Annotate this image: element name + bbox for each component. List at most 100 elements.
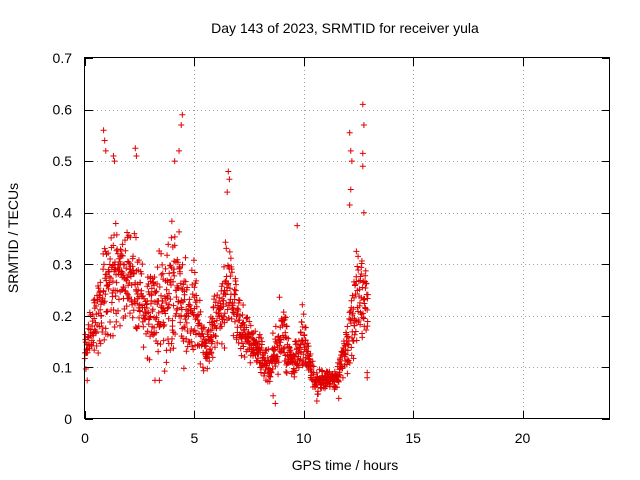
data-point	[199, 364, 206, 371]
data-point	[147, 313, 154, 320]
data-point	[159, 261, 166, 268]
data-point	[201, 324, 208, 331]
data-point	[131, 230, 138, 237]
data-point	[197, 308, 204, 315]
data-point	[172, 330, 179, 337]
data-point	[139, 292, 146, 299]
data-point	[355, 317, 362, 324]
data-point	[99, 329, 106, 336]
data-point	[227, 255, 234, 262]
data-point	[234, 311, 241, 318]
data-point	[107, 275, 114, 282]
data-point	[300, 351, 307, 358]
data-point	[96, 337, 103, 344]
data-point	[364, 318, 371, 325]
data-point	[106, 281, 113, 288]
data-point	[118, 252, 125, 259]
data-point	[113, 279, 120, 286]
data-point	[351, 294, 358, 301]
data-point	[114, 287, 121, 294]
data-point	[272, 323, 279, 330]
data-point	[245, 334, 252, 341]
data-point	[175, 284, 182, 291]
data-point	[209, 354, 216, 361]
data-point	[107, 255, 114, 262]
data-point	[166, 301, 173, 308]
data-point	[226, 285, 233, 292]
data-point	[218, 323, 225, 330]
data-point	[269, 365, 276, 372]
data-point	[220, 313, 227, 320]
data-point	[130, 253, 137, 260]
data-point	[90, 297, 97, 304]
data-point	[98, 312, 105, 319]
data-point	[116, 296, 123, 303]
data-point	[342, 351, 349, 358]
data-point	[355, 267, 362, 274]
data-point	[226, 248, 233, 255]
y-tick-label: 0	[64, 411, 72, 427]
data-point	[308, 376, 315, 383]
data-point	[189, 343, 196, 350]
data-point	[266, 378, 273, 385]
data-point	[159, 270, 166, 277]
data-point	[348, 344, 355, 351]
data-point	[230, 332, 237, 339]
data-point	[156, 284, 163, 291]
data-point	[161, 321, 168, 328]
data-point	[352, 328, 359, 335]
data-point	[187, 329, 194, 336]
data-point	[160, 337, 167, 344]
x-axis-label: GPS time / hours	[292, 457, 399, 473]
data-point	[100, 261, 107, 268]
data-point	[314, 388, 321, 395]
data-point	[134, 300, 141, 307]
data-point	[344, 341, 351, 348]
data-point	[240, 343, 247, 350]
data-point	[364, 369, 371, 376]
data-point	[280, 317, 287, 324]
data-point	[225, 281, 232, 288]
data-point	[297, 341, 304, 348]
axis-ticks	[85, 58, 610, 420]
data-point	[222, 291, 229, 298]
data-point	[151, 282, 158, 289]
data-point	[348, 158, 355, 165]
data-point	[222, 279, 229, 286]
data-point	[209, 338, 216, 345]
data-point	[179, 335, 186, 342]
data-point	[183, 336, 190, 343]
data-point	[339, 374, 346, 381]
data-point	[351, 331, 358, 338]
data-point	[333, 384, 340, 391]
data-point	[194, 317, 201, 324]
data-point	[236, 297, 243, 304]
data-point	[191, 269, 198, 276]
data-point	[294, 222, 301, 229]
data-point	[344, 370, 351, 377]
data-point	[102, 147, 109, 154]
data-point	[355, 253, 362, 260]
data-point	[216, 305, 223, 312]
data-point	[200, 367, 207, 374]
x-tick-label: 0	[81, 430, 89, 446]
data-point	[301, 332, 308, 339]
data-point	[287, 347, 294, 354]
data-point	[190, 346, 197, 353]
data-point	[214, 340, 221, 347]
chart-title: Day 143 of 2023, SRMTID for receiver yul…	[211, 20, 479, 36]
data-point	[135, 323, 142, 330]
data-point	[160, 323, 167, 330]
data-point	[103, 308, 110, 315]
data-point	[358, 270, 365, 277]
y-tick-labels: 0 0.1 0.2 0.3 0.4 0.5 0.6 0.7	[53, 50, 73, 427]
data-point	[348, 297, 355, 304]
data-point	[252, 328, 259, 335]
data-point	[93, 302, 100, 309]
data-point	[110, 306, 117, 313]
data-point	[170, 345, 177, 352]
data-point	[167, 346, 174, 353]
data-point	[352, 281, 359, 288]
data-point	[210, 304, 217, 311]
data-point	[146, 356, 153, 363]
